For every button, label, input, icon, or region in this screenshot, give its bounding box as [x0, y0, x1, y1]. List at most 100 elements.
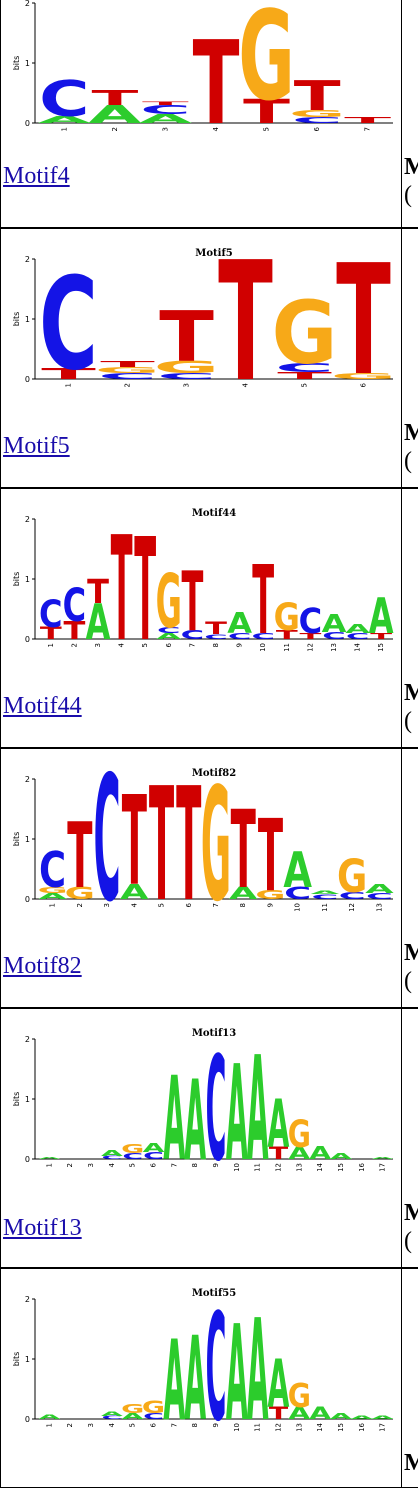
logo-letter-a: A — [229, 883, 258, 903]
logo-letter-a: A — [38, 892, 67, 902]
info-cell — [402, 488, 418, 748]
y-axis-label: bits — [12, 56, 21, 71]
info-paren-clipped: ( — [404, 448, 412, 474]
motif-link[interactable]: Motif13 — [3, 1215, 82, 1241]
info-cell — [402, 1008, 418, 1268]
logo-letter-a: A — [227, 607, 252, 640]
y-tick-label: 0 — [25, 119, 30, 128]
info-paren-clipped: ( — [404, 1228, 412, 1254]
x-tick-label: 2 — [124, 383, 132, 387]
logo-letter-a: A — [120, 880, 149, 904]
logo-letter-c: C — [311, 893, 338, 901]
logo-letter-t: T — [344, 115, 392, 125]
logo-letter-a: A — [372, 1415, 394, 1420]
x-tick-label: 4 — [118, 642, 126, 647]
sequence-logo: Motif55 0 1 2 bits 1 A 2 3 4 C A 5 A G 6 C G 7 A 8 A 9 C 10 A 11 A 1… — [1, 1287, 401, 1431]
info-title-clipped: Motif44 — [404, 680, 418, 706]
logo-letter-a: A — [309, 1142, 332, 1163]
x-tick-label: 5 — [263, 127, 271, 131]
logo-letter-g: G — [272, 283, 338, 384]
logo-letter-c: C — [181, 627, 204, 642]
logo-letter-a: A — [268, 1086, 290, 1163]
x-tick-label: 6 — [360, 382, 368, 387]
logo-letter-a: A — [226, 1039, 248, 1171]
logo-letter-a: A — [351, 1415, 373, 1420]
x-tick-label: 4 — [212, 126, 220, 131]
x-tick-label: 3 — [103, 903, 111, 907]
logo-letter-t: T — [91, 86, 138, 110]
logo-letter-g: G — [121, 1142, 144, 1156]
x-tick-label: 3 — [183, 383, 191, 387]
logo-letter-g: G — [201, 767, 231, 911]
motif-row: Motif13 0 1 2 bits 1 A 2 3 4 C A 5 C G 6 C A 7 A 8 A 9 C 10 A 11 A 1… — [0, 1008, 418, 1268]
logo-letter-t: T — [122, 772, 147, 911]
x-tick-label: 8 — [191, 1423, 199, 1427]
logo-letter-g: G — [255, 888, 285, 902]
y-axis-label: bits — [12, 1352, 21, 1367]
logo-letter-g: G — [289, 108, 345, 120]
info-title-clipped: Motif13 — [404, 1200, 418, 1226]
x-tick-label: 10 — [233, 1423, 241, 1431]
motif-link[interactable]: Motif5 — [3, 433, 70, 459]
logo-letter-t: T — [41, 365, 96, 382]
logo-title: Motif13 — [192, 1028, 236, 1039]
x-tick-label: 7 — [170, 1163, 178, 1167]
logo-letter-t: T — [252, 546, 274, 651]
logo-letter-a: A — [372, 1157, 395, 1160]
x-tick-label: 13 — [330, 643, 338, 651]
logo-letter-t: T — [63, 616, 85, 645]
motif-link[interactable]: Motif82 — [3, 953, 82, 979]
logo-letter-g: G — [142, 1399, 165, 1417]
x-tick-label: 14 — [316, 1162, 324, 1171]
logo-letter-t: T — [149, 767, 174, 911]
info-title-clipped: M — [404, 1450, 418, 1476]
x-tick-label: 10 — [233, 1163, 241, 1171]
logo-letter-a: A — [268, 1346, 290, 1423]
x-tick-label: 13 — [375, 903, 383, 911]
motif-link[interactable]: Motif44 — [3, 693, 82, 719]
y-tick-label: 1 — [25, 59, 30, 68]
logo-letter-a: A — [330, 1151, 352, 1160]
info-paren-clipped: ( — [404, 968, 412, 994]
logo-letter-t: T — [269, 1145, 289, 1163]
logo-svg: Motif4012bits1AC2AT3ACT4T5TG6CGT7T — [12, 0, 393, 135]
x-tick-label: 8 — [191, 1163, 199, 1167]
logo-letter-t: T — [258, 799, 283, 911]
logo-letter-c: C — [39, 594, 63, 637]
x-tick-label: 3 — [94, 643, 102, 647]
logo-letter-a: A — [288, 1145, 310, 1163]
motif-link[interactable]: Motif4 — [3, 163, 70, 189]
x-tick-label: 1 — [47, 643, 55, 647]
x-tick-label: 6 — [313, 126, 321, 131]
sequence-logo: Motif4012bits1AC2AT3ACT4T5TG6CGT7T — [1, 0, 401, 135]
logo-letter-a: A — [38, 114, 91, 126]
logo-letter-g: G — [65, 883, 95, 903]
logo-letter-c: C — [275, 360, 334, 374]
x-tick-label: 6 — [150, 1422, 158, 1427]
logo-letter-c: C — [206, 1287, 227, 1431]
logo-letter-c: C — [140, 102, 190, 117]
logo-letter-a: A — [247, 1289, 269, 1431]
info-cell — [402, 228, 418, 488]
x-tick-label: 6 — [185, 902, 193, 907]
logo-letter-t: T — [181, 554, 203, 650]
logo-letter-g: G — [154, 358, 220, 377]
logo-letter-a: A — [143, 1141, 165, 1155]
x-tick-label: 15 — [337, 1163, 345, 1171]
y-tick-label: 0 — [25, 895, 30, 904]
logo-letter-c: C — [63, 581, 87, 633]
y-tick-label: 0 — [25, 1155, 30, 1164]
x-tick-label: 2 — [111, 127, 119, 131]
x-tick-label: 8 — [212, 643, 220, 647]
x-tick-label: 2 — [76, 903, 84, 907]
logo-letter-t: T — [243, 92, 290, 130]
logo-letter-g: G — [95, 365, 161, 375]
logo-letter-t: T — [159, 296, 214, 378]
x-tick-label: 15 — [337, 1423, 345, 1431]
logo-letter-a: A — [38, 1157, 61, 1160]
logo-letter-g: G — [288, 1112, 311, 1156]
x-tick-label: 7 — [188, 643, 196, 647]
x-tick-label: 14 — [354, 642, 362, 651]
